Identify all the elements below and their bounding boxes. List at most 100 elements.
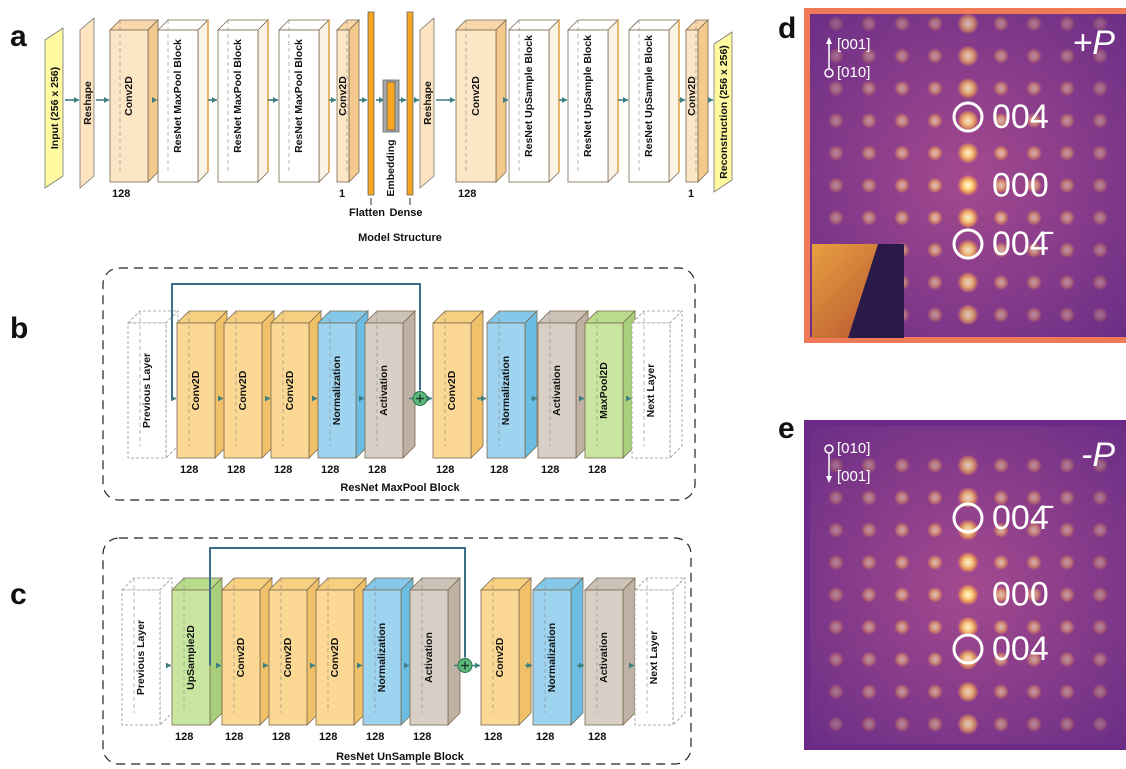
diffraction-spot [1026,274,1042,290]
diffraction-spot [993,684,1009,700]
diffraction-spot [828,490,844,506]
diffraction-spot [957,454,979,476]
block-label: ResNet MaxPool Block [232,39,244,153]
diffraction-spot [993,307,1009,323]
block-label: Conv2D [337,76,349,116]
block-label: Conv2D [284,370,296,410]
arrowhead [680,97,685,103]
block-side [571,578,583,725]
channel-count: 128 [484,731,502,743]
block-label: Conv2D [282,637,294,677]
diffraction-spot [1059,522,1075,538]
channel-count: 128 [588,731,606,743]
block-side [525,311,537,458]
diffraction-spot [894,554,910,570]
diffraction-spot [1026,457,1042,473]
block-side [258,20,268,182]
diffraction-spot [861,619,877,635]
diffraction-spot [861,113,877,129]
diffraction-spot [993,48,1009,64]
panel-label: c [10,578,27,611]
diffraction-spot [861,210,877,226]
spot-index: 000 [992,166,1049,204]
block-side [319,20,329,182]
diffraction-spot [957,271,979,293]
arrowhead [475,663,480,669]
diffraction-spot [1092,651,1108,667]
diffraction-spot [993,554,1009,570]
diffraction-spot [957,713,979,735]
block-side [448,578,460,725]
block-label: Input (256 x 256) [49,67,61,149]
diffraction-spot [927,16,943,32]
spot-index: 004̄ [992,225,1054,263]
channel-count: 128 [272,731,290,743]
diffraction-spot [927,619,943,635]
channel-count: 128 [536,731,554,743]
diffraction-spot [993,274,1009,290]
diffraction-spot [1026,716,1042,732]
block-side [608,20,618,182]
diffraction-spot [1059,554,1075,570]
diffraction-spot [993,457,1009,473]
block-side [673,578,685,725]
axis-label: [010] [837,64,870,81]
diffraction-spot [1059,210,1075,226]
channel-count: 1 [339,188,345,200]
diffraction-spot [927,490,943,506]
polarization: -P [1081,436,1115,474]
diffraction-spot [927,177,943,193]
block-label: UpSample2D [185,625,197,690]
diffraction-spot [828,16,844,32]
channel-count: 128 [112,188,130,200]
diffraction-spot [993,16,1009,32]
channel-count: 128 [175,731,193,743]
diffraction-spot [927,684,943,700]
diffraction-spot [1092,490,1108,506]
diffraction-spot [894,113,910,129]
block-label: Conv2D [235,637,247,677]
diffraction-spot [861,522,877,538]
diffraction-spot [861,684,877,700]
block-label: Normalization [376,623,388,692]
diffraction-spot [861,490,877,506]
block-side [471,311,483,458]
diffraction-spot [957,304,979,326]
block-label: Conv2D [237,370,249,410]
diffraction-spot [828,145,844,161]
channel-count: 128 [436,464,454,476]
channel-count: 128 [180,464,198,476]
diffraction-spot [1059,457,1075,473]
channel-count: 128 [413,731,431,743]
diffraction-spot [993,80,1009,96]
diffraction-spot [957,77,979,99]
diffraction-spot [927,210,943,226]
arrowhead [414,97,419,103]
spot-index: 004̄ [992,499,1054,537]
diffraction-spot [1026,16,1042,32]
diffraction-spot [1092,274,1108,290]
arrowhead [481,396,486,402]
arrowhead [450,97,455,103]
arrowhead [562,97,567,103]
diffraction-spot [957,174,979,196]
diffraction-spot [861,80,877,96]
diffraction-spot [927,587,943,603]
block-label: Previous Layer [135,620,147,695]
diffraction-spot [861,716,877,732]
panel-label: d [778,12,796,45]
diffraction-spot [927,651,943,667]
diffraction-spot [1059,587,1075,603]
block-label: Conv2D [329,637,341,677]
caption: Model Structure [358,232,442,244]
diffraction-spot [927,457,943,473]
axis-label: [010] [837,440,870,457]
block-label: Activation [423,632,435,683]
block-side [549,20,559,182]
channel-count: 128 [490,464,508,476]
spot-index: 004 [992,630,1049,668]
arrowhead [401,97,406,103]
diffraction-spot [957,551,979,573]
block-label: ResNet MaxPool Block [172,39,184,153]
block-side [698,20,708,182]
